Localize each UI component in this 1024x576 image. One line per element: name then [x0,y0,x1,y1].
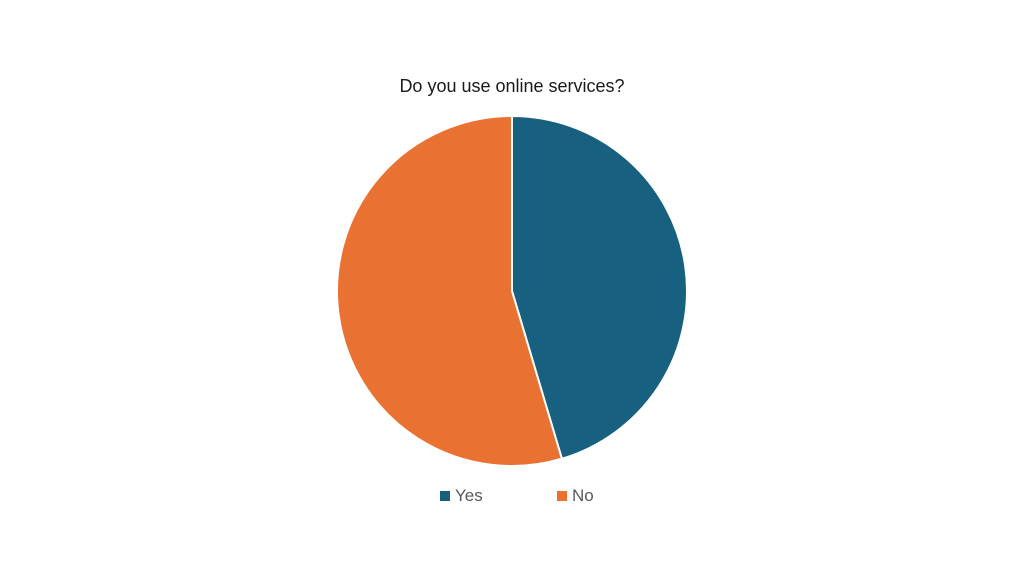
legend-label-yes: Yes [455,486,483,505]
pie-slice-no [336,115,563,467]
pie-slice-yes [511,115,688,460]
legend-label-no: No [572,486,594,505]
legend-swatch-yes [440,491,450,501]
chart-title: Do you use online services? [399,76,625,96]
legend-item-no: No [557,485,594,507]
chart-legend: Yes No [0,485,1024,507]
legend-swatch-no [557,491,567,501]
legend-item-yes: Yes [440,485,483,507]
